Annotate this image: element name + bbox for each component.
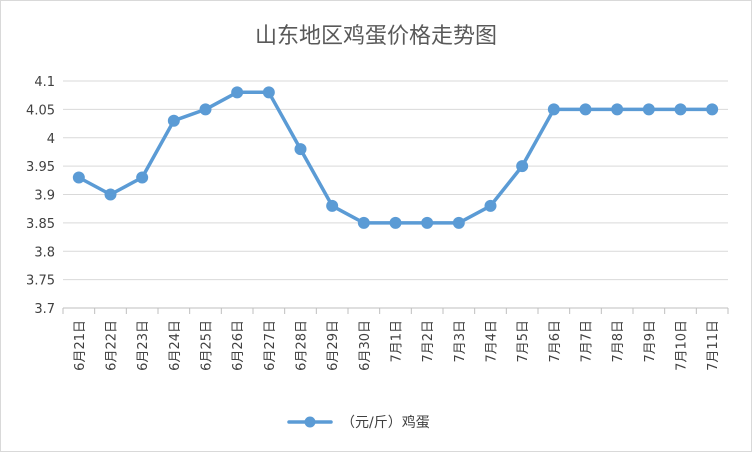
x-tick-label: 7月1日 [390, 320, 405, 363]
y-tick-label: 4.1 [34, 75, 55, 90]
y-tick-label: 3.8 [34, 245, 55, 260]
x-tick-label: 7月9日 [643, 320, 658, 363]
x-tick-label: 6月26日 [231, 320, 246, 371]
data-point[interactable] [642, 103, 655, 116]
y-axis-ticks: 3.7 3.75 3.8 3.85 3.9 3.95 4 4.05 4.1 [26, 75, 55, 317]
y-tick-label: 3.7 [34, 302, 55, 317]
x-tick-label: 7月4日 [485, 320, 500, 363]
data-point[interactable] [516, 160, 529, 173]
data-point[interactable] [547, 103, 560, 116]
x-tick-label: 6月23日 [136, 320, 151, 371]
data-point[interactable] [611, 103, 624, 116]
y-tick-label: 4.05 [26, 103, 55, 118]
data-point[interactable] [136, 171, 149, 184]
data-point[interactable] [199, 103, 212, 116]
data-point[interactable] [231, 86, 244, 99]
x-tick-label: 6月24日 [168, 320, 183, 371]
data-point[interactable] [294, 143, 307, 156]
data-point[interactable] [674, 103, 687, 116]
x-tick-label: 6月29日 [326, 320, 341, 371]
series-layer [72, 86, 719, 229]
x-tick-label: 7月5日 [516, 320, 531, 363]
data-point[interactable] [167, 114, 180, 127]
y-tick-label: 4 [47, 132, 55, 147]
x-tick-label: 7月11日 [706, 320, 721, 371]
data-point[interactable] [357, 216, 370, 229]
x-tick-label: 6月21日 [73, 320, 88, 371]
data-point[interactable] [326, 199, 339, 212]
data-point[interactable] [579, 103, 592, 116]
data-point[interactable] [389, 216, 402, 229]
x-tick-label: 7月10日 [675, 320, 690, 371]
data-point[interactable] [706, 103, 719, 116]
y-tick-label: 3.9 [34, 189, 55, 204]
x-tick-label: 6月30日 [358, 320, 373, 371]
y-tick-label: 3.75 [26, 274, 55, 289]
data-point[interactable] [262, 86, 275, 99]
x-tick-label: 6月27日 [263, 320, 278, 371]
legend-label: （元/斤）鸡蛋 [341, 414, 430, 431]
x-tick-label: 6月28日 [295, 320, 310, 371]
y-tick-label: 3.85 [26, 217, 55, 232]
y-tick-label: 3.95 [26, 160, 55, 175]
gridlines [63, 80, 728, 309]
x-tick-label: 6月25日 [200, 320, 215, 371]
x-tick-label: 7月6日 [548, 320, 563, 363]
legend[interactable]: （元/斤）鸡蛋 [287, 414, 430, 431]
data-point[interactable] [452, 216, 465, 229]
x-tick-label: 7月8日 [611, 320, 626, 363]
x-axis-ticks: 6月21日 6月22日 6月23日 6月24日 6月25日 6月26日 6月27日 6月28日… [62, 308, 729, 371]
data-point[interactable] [484, 199, 497, 212]
data-point[interactable] [421, 216, 434, 229]
x-tick-label: 7月3日 [453, 320, 468, 363]
x-tick-label: 6月22日 [105, 320, 120, 371]
legend-point-marker [304, 416, 316, 428]
x-tick-label: 7月7日 [580, 320, 595, 363]
data-point[interactable] [104, 188, 117, 201]
x-tick-label: 7月2日 [421, 320, 436, 363]
chart-title: 山东地区鸡蛋价格走势图 [255, 24, 497, 49]
data-point[interactable] [72, 171, 85, 184]
